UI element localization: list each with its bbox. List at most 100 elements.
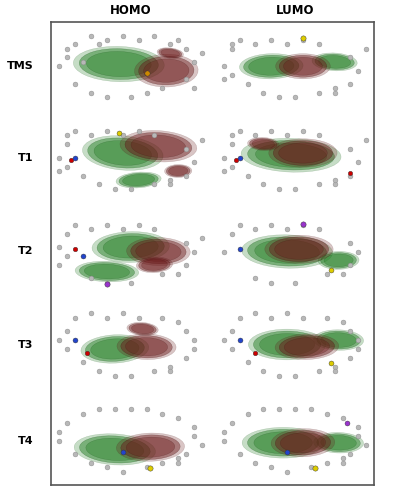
Ellipse shape	[74, 434, 156, 465]
Ellipse shape	[81, 334, 149, 363]
Ellipse shape	[88, 138, 158, 168]
Ellipse shape	[141, 260, 168, 270]
Ellipse shape	[91, 339, 139, 359]
Ellipse shape	[94, 140, 152, 166]
Ellipse shape	[248, 329, 326, 360]
Ellipse shape	[117, 334, 176, 359]
Ellipse shape	[131, 239, 186, 264]
Ellipse shape	[121, 336, 172, 358]
Text: T4: T4	[18, 436, 34, 446]
Ellipse shape	[166, 166, 190, 176]
Ellipse shape	[121, 435, 180, 460]
Ellipse shape	[135, 54, 198, 87]
Ellipse shape	[255, 143, 327, 168]
Ellipse shape	[280, 432, 326, 453]
Ellipse shape	[312, 53, 357, 71]
Ellipse shape	[86, 336, 144, 361]
Ellipse shape	[321, 436, 356, 450]
Ellipse shape	[139, 56, 194, 85]
Ellipse shape	[248, 138, 279, 150]
Ellipse shape	[275, 334, 339, 359]
Ellipse shape	[136, 242, 181, 262]
Ellipse shape	[249, 57, 294, 76]
Ellipse shape	[127, 322, 158, 336]
Ellipse shape	[317, 331, 360, 349]
Ellipse shape	[80, 436, 150, 463]
Ellipse shape	[265, 235, 333, 264]
Ellipse shape	[273, 140, 333, 166]
Ellipse shape	[97, 234, 164, 260]
Ellipse shape	[136, 257, 173, 272]
Ellipse shape	[252, 140, 274, 148]
Ellipse shape	[131, 324, 154, 334]
Text: T1: T1	[18, 152, 34, 162]
Ellipse shape	[82, 136, 163, 170]
Ellipse shape	[314, 432, 364, 453]
Ellipse shape	[79, 262, 135, 280]
Text: LUMO: LUMO	[276, 4, 314, 18]
Ellipse shape	[271, 428, 335, 457]
Ellipse shape	[321, 252, 356, 268]
Ellipse shape	[275, 239, 324, 260]
Ellipse shape	[318, 56, 351, 68]
Ellipse shape	[317, 434, 360, 452]
Ellipse shape	[248, 140, 335, 170]
Text: HOMO: HOMO	[110, 4, 152, 18]
Ellipse shape	[84, 264, 129, 279]
Ellipse shape	[254, 432, 312, 454]
Ellipse shape	[242, 235, 333, 268]
Ellipse shape	[284, 58, 322, 75]
Ellipse shape	[159, 48, 182, 58]
Ellipse shape	[248, 430, 319, 456]
Ellipse shape	[165, 164, 192, 177]
Text: TMS: TMS	[7, 61, 34, 71]
Ellipse shape	[321, 332, 356, 347]
Ellipse shape	[122, 174, 155, 186]
Ellipse shape	[269, 139, 337, 167]
Ellipse shape	[86, 52, 151, 76]
Ellipse shape	[318, 252, 359, 270]
Ellipse shape	[248, 237, 327, 266]
Text: T3: T3	[18, 340, 34, 349]
Ellipse shape	[119, 173, 158, 187]
Ellipse shape	[279, 336, 335, 358]
Ellipse shape	[139, 258, 170, 272]
Ellipse shape	[73, 46, 164, 82]
Ellipse shape	[253, 331, 321, 358]
Ellipse shape	[86, 438, 144, 460]
Ellipse shape	[116, 172, 161, 188]
Ellipse shape	[120, 130, 197, 162]
Ellipse shape	[103, 236, 158, 258]
Ellipse shape	[255, 240, 320, 264]
Ellipse shape	[126, 338, 168, 356]
Ellipse shape	[275, 430, 331, 455]
Ellipse shape	[240, 54, 303, 79]
Ellipse shape	[125, 132, 192, 160]
Ellipse shape	[157, 48, 183, 58]
Ellipse shape	[241, 138, 341, 172]
Ellipse shape	[314, 330, 364, 350]
Ellipse shape	[276, 54, 330, 79]
Ellipse shape	[315, 54, 354, 70]
Ellipse shape	[129, 323, 156, 334]
Ellipse shape	[259, 334, 315, 355]
Ellipse shape	[92, 232, 169, 262]
Ellipse shape	[244, 56, 299, 77]
Ellipse shape	[249, 138, 277, 149]
Text: T2: T2	[18, 246, 34, 256]
Ellipse shape	[168, 166, 188, 175]
Ellipse shape	[79, 48, 158, 80]
Ellipse shape	[279, 56, 327, 77]
Ellipse shape	[284, 338, 329, 356]
Ellipse shape	[242, 428, 324, 458]
Ellipse shape	[127, 238, 190, 266]
Ellipse shape	[269, 237, 329, 262]
Ellipse shape	[75, 261, 139, 282]
Ellipse shape	[126, 437, 175, 457]
Ellipse shape	[144, 59, 189, 82]
Ellipse shape	[131, 135, 186, 158]
Ellipse shape	[116, 433, 185, 462]
Ellipse shape	[279, 143, 327, 163]
Ellipse shape	[324, 254, 353, 267]
Ellipse shape	[161, 50, 180, 57]
